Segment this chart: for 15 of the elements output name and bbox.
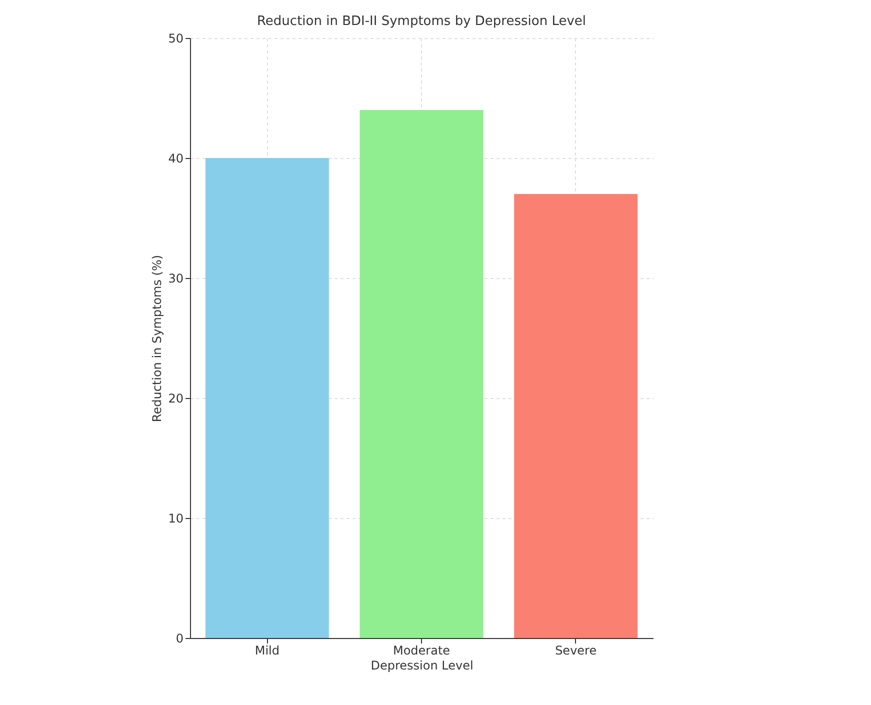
- y-tick-label: 0: [176, 632, 184, 646]
- y-axis-title: Reduction in Symptoms (%): [150, 254, 164, 422]
- chart-title: Reduction in BDI-II Symptoms by Depression Level: [256, 14, 586, 29]
- y-tick-label: 40: [168, 152, 184, 166]
- x-axis-title: Depression Level: [370, 658, 474, 672]
- x-tick-label: Mild: [254, 644, 280, 658]
- bar: [514, 194, 638, 638]
- bar: [205, 158, 329, 638]
- bar: [360, 110, 484, 638]
- y-tick-label: 10: [168, 512, 184, 526]
- y-tick-label: 50: [168, 32, 184, 46]
- y-tick-label: 20: [168, 392, 184, 406]
- x-tick-label: Moderate: [392, 644, 450, 658]
- x-tick-label: Severe: [555, 644, 597, 658]
- y-tick-label: 30: [168, 272, 184, 286]
